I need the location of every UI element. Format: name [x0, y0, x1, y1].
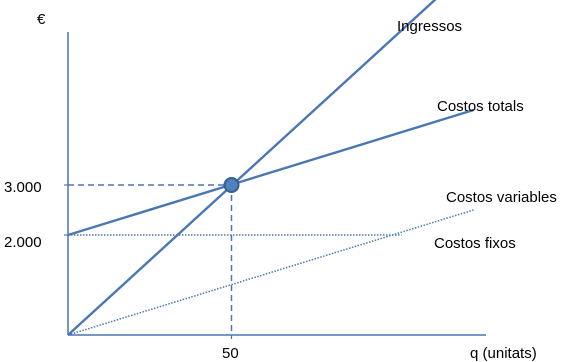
break-even-point: [223, 177, 240, 193]
series-line-costos-variables: [67, 209, 474, 336]
series-label-costos-fixos: Costos fixos: [434, 235, 516, 252]
x-axis-label: q (unitats): [470, 345, 537, 362]
y-tick-label-3000: 3.000: [4, 179, 42, 196]
x-tick-label-50: 50: [222, 345, 239, 362]
series-label-costos-variables: Costos variables: [446, 189, 557, 206]
series-label-costos-totals: Costos totals: [437, 98, 524, 115]
y-tick-label-2000: 2.000: [4, 234, 42, 251]
series-line-costos-totals: [67, 108, 474, 237]
series-label-ingressos: Ingressos: [397, 18, 462, 35]
y-axis-label: €: [37, 11, 46, 28]
series-line-ingressos: [67, 0, 437, 336]
